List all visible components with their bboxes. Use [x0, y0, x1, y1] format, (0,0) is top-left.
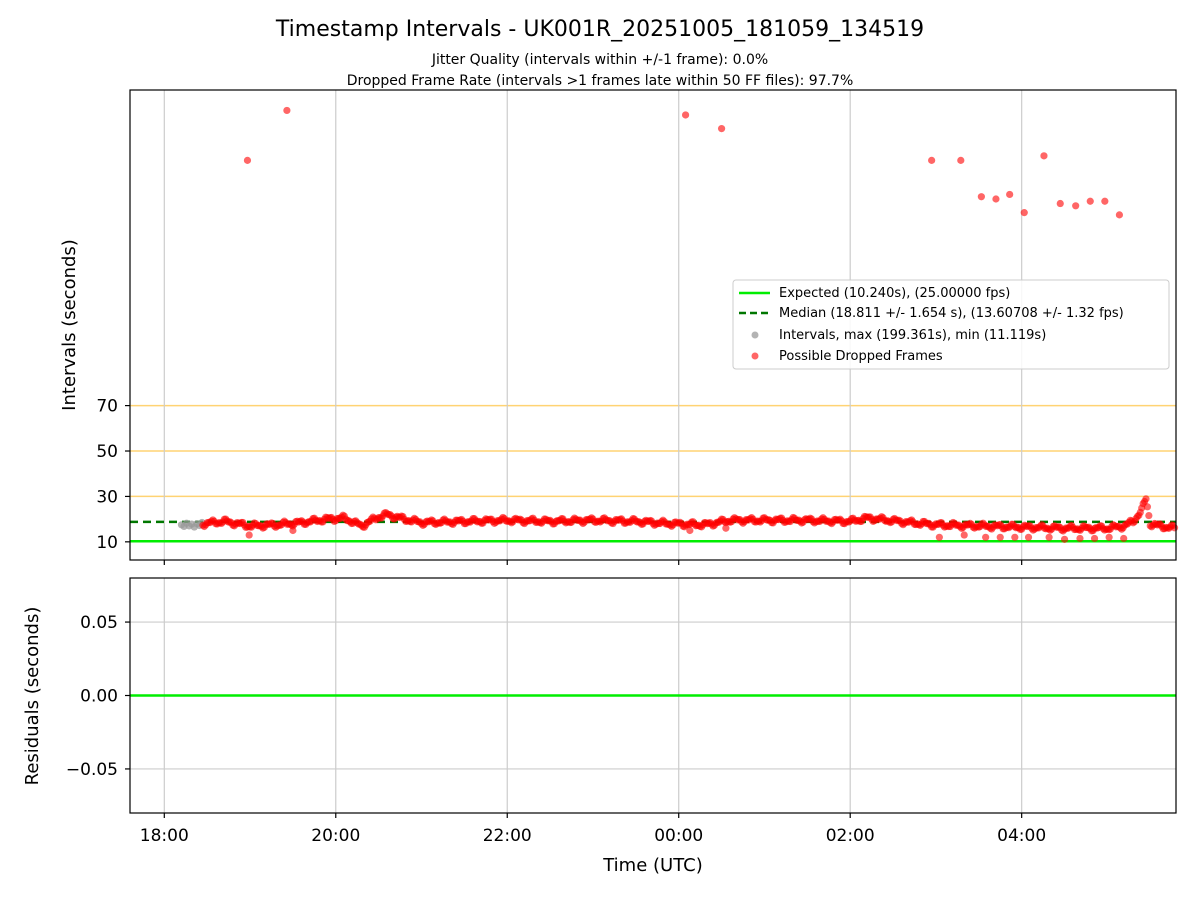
x-axis-label: Time (UTC): [602, 855, 703, 876]
legend-dropped-swatch: [751, 352, 759, 360]
dropped-frame-point: [1060, 535, 1069, 543]
dropped-frame-point: [1045, 533, 1053, 541]
reference-lines: [130, 404, 1176, 498]
dropped-frame-point: [1076, 534, 1084, 543]
dropped-frame-point: [289, 526, 297, 535]
dropped-frame-point: [1115, 211, 1124, 219]
dropped-frame-point: [957, 156, 965, 164]
dropped-frame-point: [928, 156, 936, 164]
bottom-y-tick-label: −0.05: [66, 760, 118, 780]
dropped-frame-band-point: [1143, 503, 1152, 511]
bottom-y-tick-label: 0.00: [80, 687, 118, 707]
legend-intervals-swatch: [751, 331, 759, 339]
interval-series: [130, 106, 1179, 543]
dropped-frame-point: [1120, 534, 1128, 543]
dropped-frame-point: [245, 531, 253, 539]
chart-subtitle-dropped-rate: Dropped Frame Rate (intervals >1 frames …: [347, 73, 854, 89]
dropped-frame-band-point: [1170, 524, 1179, 532]
dropped-frame-point: [686, 526, 694, 535]
bottom-y-tick-label: 0.05: [80, 613, 118, 633]
dropped-frame-point: [1011, 533, 1019, 541]
bottom-y-axis-label: Residuals (seconds): [22, 607, 43, 786]
legend: Expected (10.240s), (25.00000 fps) Media…: [732, 279, 1170, 370]
dropped-frame-point: [977, 193, 985, 201]
dropped-frame-point: [283, 106, 291, 115]
chart-subtitle-jitter: Jitter Quality (intervals within +/-1 fr…: [431, 52, 768, 68]
dropped-frame-point: [1040, 152, 1048, 160]
bottom-ticks: 18:00 20:00 22:00 00:00 02:00 04:00 0.05 0.00 −0…: [66, 613, 1046, 846]
top-plot-frame: [129, 89, 1177, 561]
residuals-panel: 18:00 20:00 22:00 00:00 02:00 04:00 0.05 0.00 −0…: [22, 577, 1177, 846]
top-y-tick-label: 30: [96, 487, 118, 507]
dropped-frame-point: [243, 156, 252, 164]
top-y-tick-label: 50: [96, 442, 118, 462]
dropped-frame-point: [1101, 197, 1109, 205]
dropped-frame-point: [681, 111, 690, 119]
x-tick-label: 00:00: [654, 826, 703, 846]
dropped-frame-point: [1072, 202, 1080, 210]
legend-dropped-label: Possible Dropped Frames: [779, 349, 943, 364]
x-tick-label: 20:00: [311, 826, 360, 846]
x-tick-label: 22:00: [483, 826, 532, 846]
x-tick-label: 02:00: [826, 826, 875, 846]
chart-title: Timestamp Intervals - UK001R_20251005_18…: [275, 17, 924, 42]
legend-expected-label: Expected (10.240s), (25.00000 fps): [779, 286, 1010, 301]
intervals-panel: 10 30 50 70 Intervals (seconds) Expected (1…: [59, 89, 1179, 565]
dropped-frame-point: [992, 195, 1000, 203]
legend-median-label: Median (18.811 +/- 1.654 s), (13.60708 +…: [779, 306, 1124, 321]
dropped-frame-band-point: [1142, 495, 1150, 503]
dropped-frame-point: [1024, 533, 1033, 541]
x-tick-label: 04:00: [997, 826, 1046, 846]
dropped-frame-point: [1006, 190, 1014, 199]
legend-intervals-label: Intervals, max (199.361s), min (11.119s): [779, 328, 1046, 343]
top-y-tick-label: 70: [96, 397, 118, 417]
dropped-frame-point: [1020, 209, 1028, 217]
dropped-frame-point: [982, 533, 990, 541]
top-y-tick-label: 10: [96, 533, 118, 553]
dropped-frame-point: [935, 533, 943, 541]
dropped-frame-point: [960, 531, 968, 539]
dropped-frame-band-point: [1145, 511, 1153, 520]
dropped-frame-point: [722, 524, 730, 532]
dropped-frame-point: [1086, 197, 1094, 205]
dropped-frame-point: [1090, 534, 1099, 543]
top-ticks: 10 30 50 70: [96, 397, 1023, 565]
dropped-frame-point: [1105, 533, 1113, 541]
x-tick-label: 18:00: [140, 826, 189, 846]
dropped-frame-point: [717, 124, 726, 133]
dropped-frame-point: [996, 533, 1004, 541]
legend-box: [732, 279, 1170, 370]
top-y-axis-label: Intervals (seconds): [59, 239, 80, 411]
dropped-frame-point: [1056, 199, 1064, 208]
